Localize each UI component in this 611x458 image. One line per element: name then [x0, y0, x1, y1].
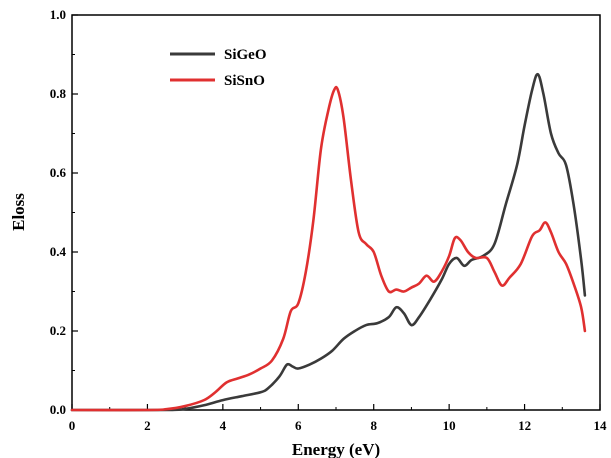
x-tick-label: 10: [443, 418, 456, 433]
plot-frame: [71, 14, 601, 411]
y-tick-label: 0.6: [50, 165, 67, 180]
y-tick-label: 0.4: [50, 244, 67, 259]
series-line-sisno: [70, 85, 587, 412]
x-tick-label: 8: [370, 418, 377, 433]
x-tick-label: 6: [295, 418, 302, 433]
legend: SiGeO SiSnO: [170, 47, 267, 89]
y-axis: 0.0 0.2 0.4 0.6 0.8 1.0: [50, 7, 78, 417]
y-tick-label: 0.8: [50, 86, 67, 101]
x-tick-label: 0: [69, 418, 76, 433]
x-tick-label: 14: [594, 418, 608, 433]
x-tick-label: 4: [220, 418, 227, 433]
x-tick-label: 2: [144, 418, 151, 433]
legend-label-sisno: SiSnO: [224, 73, 265, 89]
y-tick-label: 1.0: [50, 7, 66, 22]
y-axis-title: Eloss: [9, 193, 28, 231]
legend-label-sigeo: SiGeO: [224, 47, 267, 63]
series-layer: [70, 72, 587, 412]
x-tick-label: 12: [518, 418, 531, 433]
x-axis-title: Energy (eV): [292, 440, 380, 458]
y-tick-label: 0.0: [50, 402, 66, 417]
series-line-sigeo: [70, 72, 587, 412]
x-axis: 0 2 4 6 8 10 12 14: [69, 404, 607, 433]
y-tick-label: 0.2: [50, 323, 66, 338]
